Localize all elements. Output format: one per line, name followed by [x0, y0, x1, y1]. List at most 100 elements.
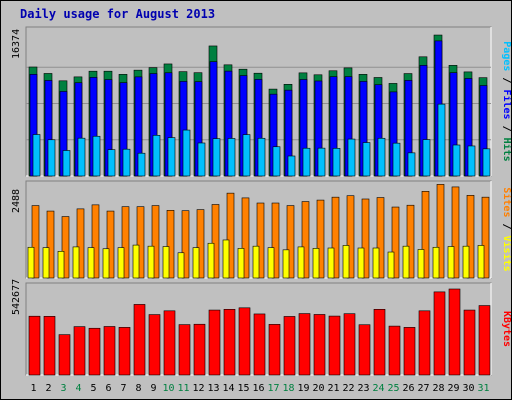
sites-bar	[342, 245, 350, 279]
pages-bar	[122, 148, 131, 177]
right-axis-label-part: KBytes	[501, 311, 511, 347]
visits-bar	[451, 186, 460, 279]
x-tick-label: 15	[237, 383, 249, 394]
sites-bar	[102, 248, 110, 279]
sites-bar	[282, 249, 290, 279]
visits-bar	[136, 206, 145, 279]
pages-bar	[452, 144, 461, 177]
visits-bar	[271, 202, 280, 279]
sites-bar	[252, 245, 260, 279]
x-tick-label: 31	[477, 383, 489, 394]
pages-bar	[302, 147, 311, 177]
x-tick-label: 8	[135, 383, 141, 394]
right-axis-label-part: /	[501, 71, 511, 89]
pages-bar	[437, 103, 446, 177]
kbytes-bar	[388, 325, 401, 376]
pages-bar	[422, 139, 431, 177]
kbytes-bar	[313, 314, 326, 376]
visits-bar	[211, 204, 220, 279]
kbytes-bar	[178, 324, 191, 376]
sites-bar	[312, 248, 320, 279]
x-tick-label: 2	[45, 383, 51, 394]
sites-bar	[477, 245, 485, 279]
x-tick-label: 4	[75, 383, 81, 394]
visits-bar	[466, 195, 475, 279]
sites-bar	[267, 247, 275, 279]
kbytes-bar	[463, 309, 476, 376]
right-axis-label: Pages / Files / Hits	[501, 41, 511, 161]
x-tick-label: 18	[282, 383, 294, 394]
right-axis-label-part: Sites	[501, 187, 511, 217]
sites-bar	[372, 247, 380, 279]
x-tick-label: 11	[177, 383, 189, 394]
visits-bar	[121, 206, 130, 279]
pages-bar	[197, 142, 206, 177]
sites-bar	[132, 244, 140, 279]
right-axis-label-part: Hits	[501, 138, 511, 162]
visits-bar	[256, 202, 265, 279]
y-axis-max-label: 16374	[11, 29, 22, 59]
x-tick-label: 10	[162, 383, 174, 394]
kbytes-bar	[343, 313, 356, 376]
right-axis-label: Sites / Visits	[501, 187, 511, 271]
sites-bar	[207, 242, 215, 279]
sites-bar	[417, 249, 425, 279]
pages-bar	[62, 150, 71, 177]
kbytes-bar	[133, 304, 146, 376]
visits-bar	[91, 204, 100, 279]
sites-bar	[297, 246, 305, 279]
kbytes-bar	[448, 288, 461, 376]
visits-bar	[346, 195, 355, 279]
x-tick-label: 27	[417, 383, 429, 394]
kbytes-bar	[163, 310, 176, 376]
kbytes-bar	[118, 327, 131, 376]
x-tick-label: 29	[447, 383, 459, 394]
x-tick-label: 30	[462, 383, 474, 394]
x-tick-label: 14	[222, 383, 234, 394]
pages-bar	[152, 135, 161, 177]
x-tick-label: 26	[402, 383, 414, 394]
x-tick-label: 25	[387, 383, 399, 394]
pages-bar	[227, 138, 236, 177]
visits-bar	[406, 204, 415, 279]
pages-bar	[377, 137, 386, 177]
visits-bar	[31, 205, 40, 279]
pages-bar	[182, 129, 191, 177]
x-tick-label: 3	[60, 383, 66, 394]
visits-bar	[481, 196, 490, 279]
visits-bar	[46, 210, 55, 279]
x-tick-label: 6	[105, 383, 111, 394]
visits-bar	[331, 196, 340, 279]
sites-bar	[177, 252, 185, 279]
x-tick-label: 19	[297, 383, 309, 394]
sites-bar	[192, 247, 200, 279]
sites-bar	[237, 248, 245, 279]
x-tick-label: 28	[432, 383, 444, 394]
pages-bar	[32, 134, 41, 177]
kbytes-bar	[28, 315, 41, 376]
right-axis-label-part: /	[501, 120, 511, 138]
kbytes-bar	[253, 313, 266, 376]
x-tick-label: 22	[342, 383, 354, 394]
pages-bar	[362, 142, 371, 177]
pages-bar	[272, 146, 281, 177]
kbytes-bar	[328, 315, 341, 376]
pages-bar	[92, 135, 101, 177]
pages-bar	[392, 142, 401, 177]
x-tick-label: 9	[150, 383, 156, 394]
sites-bar	[432, 246, 440, 279]
kbytes-bar	[223, 309, 236, 376]
sites-bar	[402, 245, 410, 279]
kbytes-bar	[268, 324, 281, 376]
sites-bar	[162, 246, 170, 279]
visits-bar	[181, 210, 190, 279]
visits-bar	[241, 197, 250, 279]
x-tick-label: 12	[192, 383, 204, 394]
chart-title: Daily usage for August 2013	[20, 7, 216, 21]
pages-bar	[467, 145, 476, 177]
kbytes-bar	[58, 334, 71, 376]
x-tick-label: 5	[90, 383, 96, 394]
kbytes-bar	[88, 327, 101, 376]
